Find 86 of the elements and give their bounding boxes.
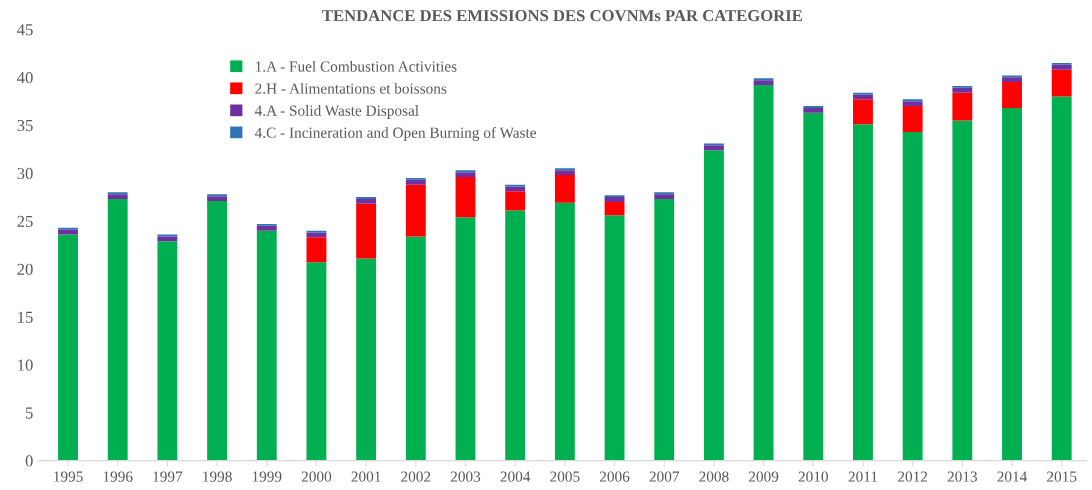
x-tick-label: 2006	[599, 471, 630, 482]
y-tick-label: 25	[17, 215, 33, 227]
bar	[107, 194, 128, 200]
legend-label: 4.A - Solid Waste Disposal	[254, 105, 419, 119]
bar	[455, 217, 476, 461]
bar	[902, 106, 923, 132]
bar	[952, 87, 973, 93]
bar	[1002, 107, 1022, 461]
x-tick-label: 2012	[898, 471, 928, 482]
bar	[1051, 96, 1072, 461]
bar	[1051, 64, 1072, 70]
bar	[654, 194, 675, 200]
bar	[803, 107, 824, 113]
bar	[505, 191, 526, 211]
bar	[554, 170, 575, 176]
bar	[753, 84, 774, 461]
y-tick-label: 45	[17, 24, 33, 36]
bar	[803, 112, 824, 461]
bar	[853, 124, 873, 461]
x-tick-label: 2001	[351, 471, 381, 482]
legend-label: 2.H - Alimentations et boissons	[255, 82, 447, 94]
y-tick-label: 15	[18, 311, 33, 323]
bar	[753, 80, 774, 85]
bar	[703, 145, 724, 151]
y-tick-label: 20	[17, 263, 33, 275]
bar	[207, 200, 228, 461]
x-tick-label: 2004	[500, 471, 531, 482]
x-tick-label: 2013	[947, 471, 978, 482]
bar	[157, 236, 178, 242]
legend-label: 1.A - Fuel Combustion Activities	[255, 60, 457, 72]
y-tick-label: 5	[25, 407, 33, 419]
bar	[455, 176, 476, 218]
x-tick-label: 2005	[550, 471, 580, 482]
x-tick-label: 1997	[153, 471, 183, 482]
bar	[952, 120, 973, 461]
bar	[703, 150, 724, 461]
bar	[604, 201, 625, 216]
x-tick-label: 2008	[699, 471, 729, 482]
bar	[505, 210, 526, 461]
bar	[1002, 77, 1022, 83]
bar	[207, 196, 228, 201]
bar	[157, 241, 178, 461]
x-tick-label: 2000	[301, 471, 332, 482]
x-tick-label: 1999	[252, 471, 282, 482]
bar	[405, 179, 426, 185]
bar	[604, 215, 625, 461]
bar	[306, 237, 327, 263]
x-tick-label: 2015	[1047, 471, 1077, 482]
bar	[256, 225, 277, 231]
bar	[455, 172, 476, 177]
y-tick-label: 35	[17, 119, 33, 132]
bar	[952, 92, 973, 121]
x-tick-label: 2003	[450, 471, 481, 482]
x-tick-label: 1995	[54, 471, 83, 482]
bar	[654, 199, 675, 461]
bar	[256, 230, 277, 461]
y-tick-label: 10	[18, 359, 33, 371]
y-tick-label: 40	[17, 72, 33, 84]
bar	[554, 175, 575, 203]
bar	[1002, 82, 1022, 108]
legend-label: 4.C - Incineration and Open Burning of Waste	[254, 126, 537, 141]
bar	[604, 197, 625, 202]
bar	[107, 199, 128, 461]
bar	[405, 184, 426, 237]
bar	[1051, 69, 1072, 97]
x-tick-label: 2014	[997, 471, 1028, 482]
bar	[902, 131, 923, 461]
x-tick-label: 2007	[649, 471, 680, 482]
bar	[356, 258, 377, 461]
bar	[853, 99, 873, 125]
bar	[356, 199, 377, 204]
bar	[306, 262, 327, 461]
x-tick-label: 2011	[848, 471, 878, 482]
bar	[554, 202, 575, 461]
y-tick-label: 30	[17, 167, 33, 180]
x-tick-label: 1996	[103, 471, 133, 482]
y-tick-label: 0	[25, 455, 33, 467]
bar	[356, 203, 377, 259]
bar	[902, 101, 923, 107]
x-tick-label: 2009	[748, 471, 779, 482]
bar	[405, 236, 426, 461]
bar	[58, 234, 78, 461]
chart-title: TENDANCE DES EMISSIONS DES COVNMs PAR CATEGORIE	[322, 10, 802, 22]
x-tick-label: 2010	[798, 471, 828, 482]
x-tick-label: 1998	[203, 471, 232, 482]
x-tick-label: 2002	[401, 471, 431, 482]
